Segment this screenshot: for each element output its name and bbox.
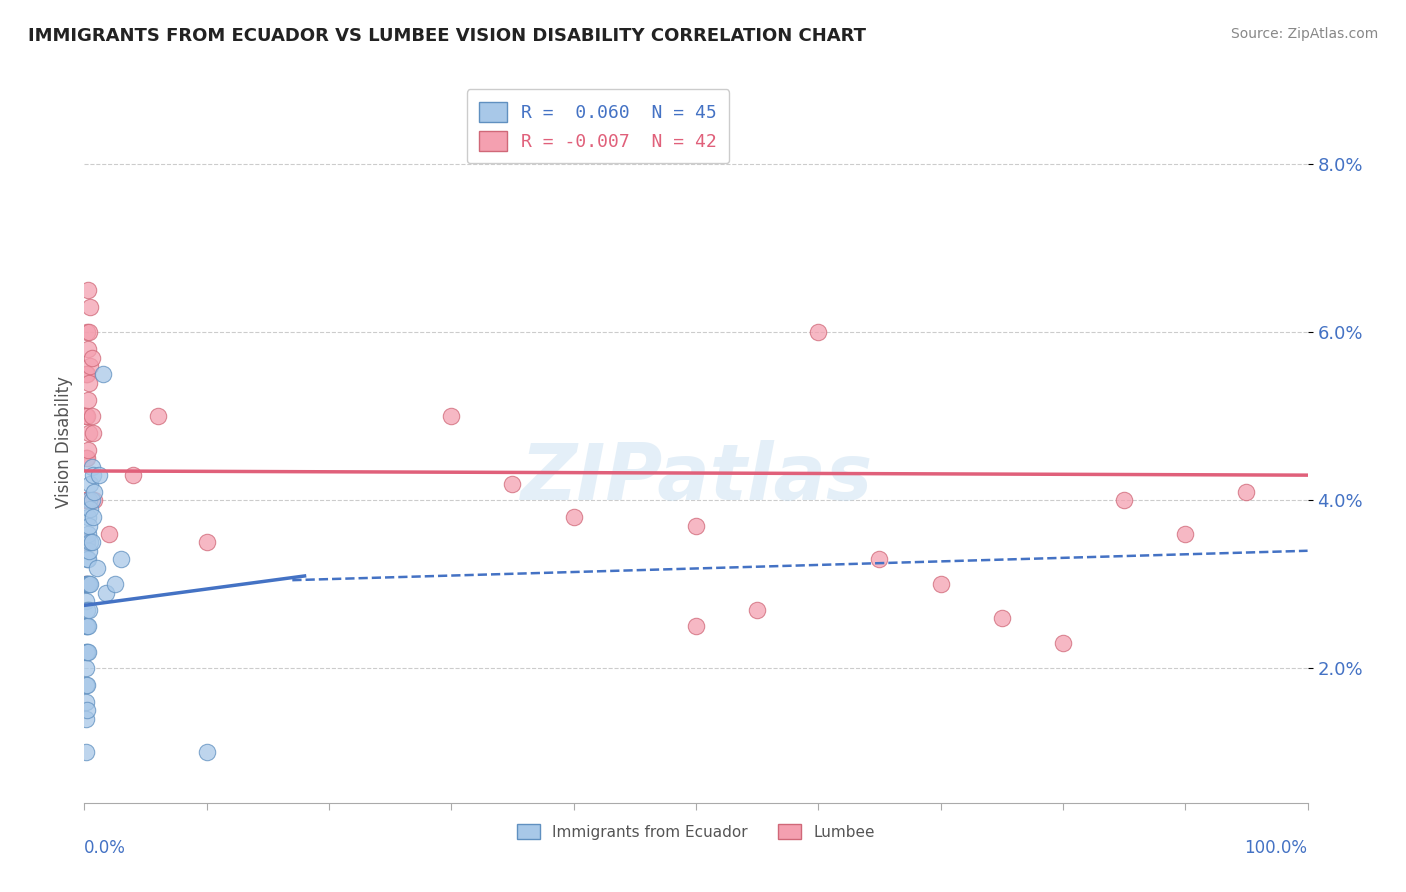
Point bbox=[77, 644, 100, 658]
Point bbox=[75, 594, 97, 608]
Point bbox=[77, 619, 100, 633]
Point bbox=[77, 392, 100, 407]
Point bbox=[747, 602, 769, 616]
Point bbox=[77, 543, 100, 558]
Point bbox=[77, 442, 100, 457]
Point bbox=[75, 644, 97, 658]
Point bbox=[79, 359, 101, 373]
Point bbox=[75, 695, 97, 709]
Point bbox=[869, 552, 891, 566]
Point bbox=[80, 493, 103, 508]
Point bbox=[76, 678, 98, 692]
Point bbox=[110, 552, 132, 566]
Point bbox=[75, 678, 97, 692]
Point bbox=[1174, 527, 1197, 541]
Point bbox=[83, 493, 105, 508]
Point bbox=[77, 426, 100, 441]
Point bbox=[79, 300, 101, 314]
Point bbox=[75, 451, 97, 466]
Text: IMMIGRANTS FROM ECUADOR VS LUMBEE VISION DISABILITY CORRELATION CHART: IMMIGRANTS FROM ECUADOR VS LUMBEE VISION… bbox=[28, 27, 866, 45]
Point bbox=[77, 527, 100, 541]
Point bbox=[75, 409, 97, 424]
Point bbox=[82, 510, 104, 524]
Point bbox=[76, 703, 98, 717]
Point bbox=[76, 409, 98, 424]
Point bbox=[807, 326, 830, 340]
Point bbox=[79, 577, 101, 591]
Point bbox=[502, 476, 524, 491]
Point bbox=[195, 745, 218, 759]
Point bbox=[929, 577, 952, 591]
Point bbox=[75, 619, 97, 633]
Point bbox=[97, 527, 120, 541]
Point bbox=[77, 577, 100, 591]
Point bbox=[77, 602, 100, 616]
Point bbox=[76, 602, 98, 616]
Point bbox=[79, 535, 101, 549]
Point bbox=[75, 577, 97, 591]
Point bbox=[75, 493, 97, 508]
Point bbox=[80, 409, 103, 424]
Point bbox=[77, 283, 100, 297]
Point bbox=[76, 619, 98, 633]
Point bbox=[87, 468, 110, 483]
Point bbox=[80, 535, 103, 549]
Point bbox=[991, 611, 1014, 625]
Point bbox=[195, 535, 218, 549]
Text: ZIPatlas: ZIPatlas bbox=[520, 440, 872, 516]
Text: Source: ZipAtlas.com: Source: ZipAtlas.com bbox=[1230, 27, 1378, 41]
Point bbox=[75, 535, 97, 549]
Point bbox=[77, 518, 100, 533]
Point bbox=[146, 409, 169, 424]
Point bbox=[79, 476, 101, 491]
Point bbox=[1052, 636, 1074, 650]
Point bbox=[75, 712, 97, 726]
Point bbox=[77, 326, 100, 340]
Point bbox=[77, 376, 100, 390]
Point bbox=[77, 577, 100, 591]
Point bbox=[80, 351, 103, 365]
Point bbox=[440, 409, 463, 424]
Point bbox=[82, 426, 104, 441]
Point bbox=[76, 493, 98, 508]
Text: 0.0%: 0.0% bbox=[84, 838, 127, 857]
Point bbox=[1236, 485, 1258, 500]
Point bbox=[76, 577, 98, 591]
Point bbox=[76, 552, 98, 566]
Point bbox=[91, 368, 114, 382]
Point bbox=[75, 661, 97, 675]
Text: 100.0%: 100.0% bbox=[1244, 838, 1308, 857]
Point bbox=[77, 552, 100, 566]
Point bbox=[122, 468, 145, 483]
Point bbox=[82, 468, 104, 483]
Point bbox=[77, 510, 100, 524]
Point bbox=[76, 326, 98, 340]
Point bbox=[76, 644, 98, 658]
Point bbox=[83, 485, 105, 500]
Point bbox=[562, 510, 585, 524]
Point bbox=[86, 560, 108, 574]
Point bbox=[80, 459, 103, 474]
Point bbox=[79, 501, 101, 516]
Y-axis label: Vision Disability: Vision Disability bbox=[55, 376, 73, 508]
Point bbox=[76, 451, 98, 466]
Point bbox=[96, 586, 118, 600]
Legend: Immigrants from Ecuador, Lumbee: Immigrants from Ecuador, Lumbee bbox=[510, 818, 882, 846]
Point bbox=[77, 342, 100, 356]
Point bbox=[1114, 493, 1136, 508]
Point bbox=[75, 577, 97, 591]
Point bbox=[77, 493, 100, 508]
Point bbox=[75, 368, 97, 382]
Point bbox=[685, 518, 707, 533]
Point bbox=[76, 535, 98, 549]
Point bbox=[104, 577, 127, 591]
Point bbox=[76, 368, 98, 382]
Point bbox=[75, 745, 97, 759]
Point bbox=[685, 619, 707, 633]
